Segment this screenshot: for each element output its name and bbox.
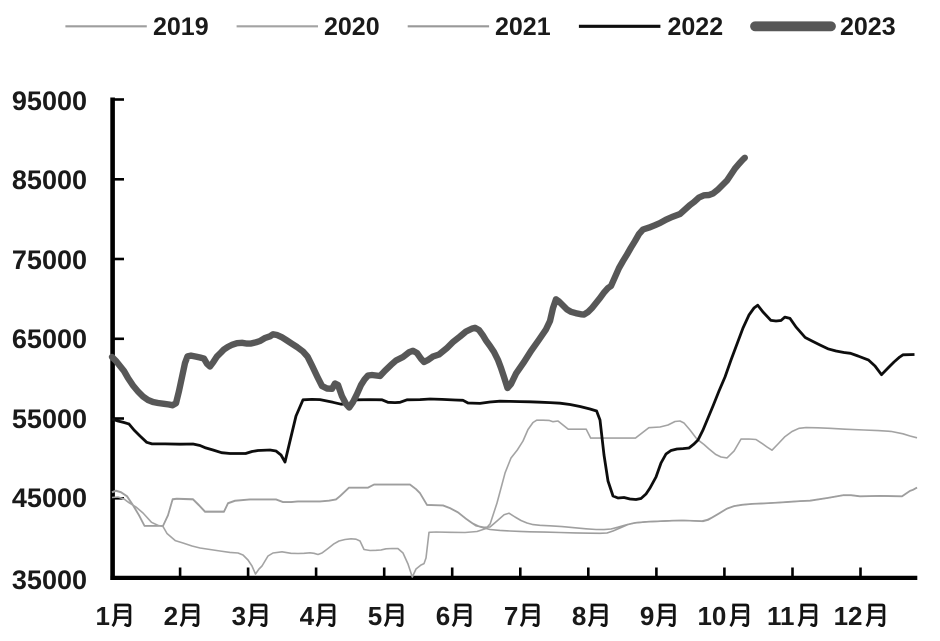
svg-text:12: 12 <box>834 601 863 631</box>
svg-text:45000: 45000 <box>12 483 87 513</box>
svg-text:8: 8 <box>572 601 586 631</box>
svg-text:55000: 55000 <box>12 404 87 434</box>
svg-text:11: 11 <box>767 601 795 631</box>
svg-text:75000: 75000 <box>12 245 87 275</box>
svg-text:65000: 65000 <box>12 324 87 354</box>
svg-text:2020: 2020 <box>324 13 380 41</box>
svg-text:95000: 95000 <box>12 86 87 116</box>
svg-text:10: 10 <box>697 601 726 631</box>
svg-text:85000: 85000 <box>12 165 87 195</box>
svg-text:7: 7 <box>504 601 518 631</box>
svg-text:2: 2 <box>164 601 178 631</box>
svg-text:6: 6 <box>436 601 450 631</box>
svg-text:2019: 2019 <box>153 13 209 41</box>
svg-text:35000: 35000 <box>12 565 87 595</box>
svg-text:2021: 2021 <box>495 13 551 41</box>
svg-text:1: 1 <box>96 601 110 631</box>
svg-text:2023: 2023 <box>840 13 896 41</box>
svg-text:4: 4 <box>300 601 315 631</box>
svg-text:9: 9 <box>640 601 654 631</box>
svg-text:5: 5 <box>368 601 382 631</box>
svg-text:2022: 2022 <box>668 13 724 41</box>
svg-text:3: 3 <box>232 601 246 631</box>
